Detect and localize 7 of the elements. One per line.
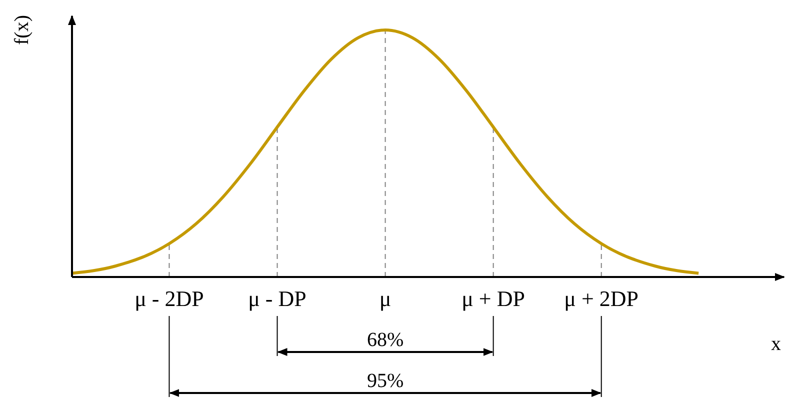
y-axis-title: f(x) <box>11 15 33 45</box>
x-tick-label: μ + DP <box>462 286 525 311</box>
x-tick-label: μ <box>379 286 392 311</box>
x-tick-label: μ - 2DP <box>134 286 204 311</box>
x-tick-label: μ + 2DP <box>564 286 639 311</box>
x-tick-label: μ - DP <box>248 286 306 311</box>
x-axis-title: x <box>771 333 781 355</box>
